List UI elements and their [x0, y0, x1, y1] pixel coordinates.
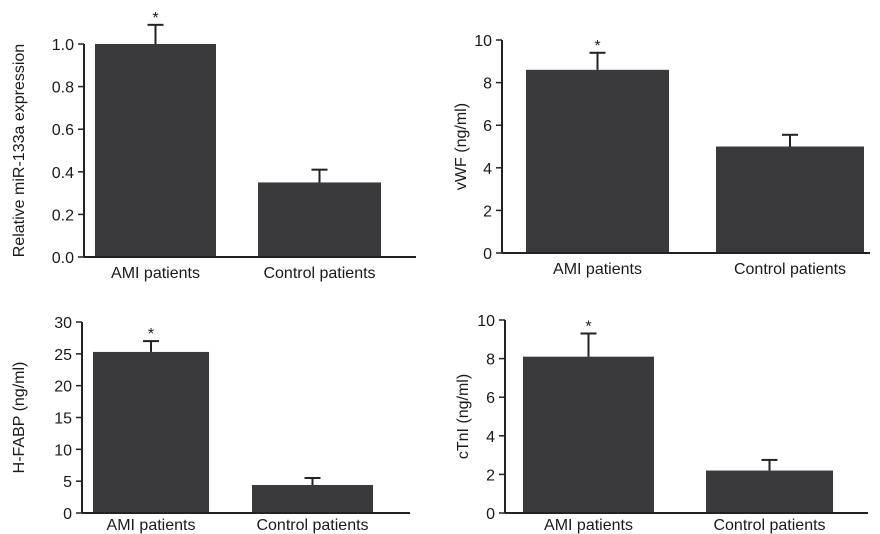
error-bar: [304, 476, 321, 485]
y-tick-label: 1.0: [52, 37, 74, 54]
bar-ami: [523, 356, 654, 513]
x-tick-label: Control patients: [734, 261, 846, 278]
chart-panel-ctni: * AMI patients Control patients 0 2 4 6 8 10 cTnI…: [455, 313, 868, 534]
y-tick-label: 0.6: [52, 122, 74, 139]
error-bar: [761, 458, 778, 471]
y-axis-label: vWF (ng/ml): [453, 103, 470, 190]
y-tick-label: 4: [486, 429, 495, 446]
bar-ami: [95, 44, 216, 257]
y-axis-label: H-FABP (ng/ml): [11, 362, 28, 474]
y-tick-label: 2: [486, 467, 495, 484]
y-tick-label: 0: [486, 506, 495, 523]
x-tick-label: Control patients: [713, 517, 825, 534]
y-tick-label: 30: [54, 315, 72, 332]
error-bar: [782, 133, 798, 147]
y-tick-label: 20: [54, 379, 72, 396]
y-tick-label: 5: [63, 474, 72, 491]
chart-panel-vwf: * AMI patients Control patients 0 2 4 6 8 10 vWF …: [453, 33, 870, 278]
error-bar: [311, 168, 328, 183]
significance-marker: *: [594, 38, 600, 55]
significance-marker: *: [585, 319, 591, 336]
y-tick-label: 10: [474, 33, 492, 50]
x-tick-label: AMI patients: [107, 517, 196, 534]
y-tick-label: 6: [486, 390, 495, 407]
bar-control: [252, 484, 373, 513]
chart-panel-hfabp: * AMI patients Control patients 0 5 10 15 20 25 3…: [11, 315, 410, 534]
y-tick-label: 8: [483, 76, 492, 93]
y-tick-label: 10: [54, 442, 72, 459]
bar-ami: [93, 351, 209, 513]
x-tick-label: AMI patients: [553, 261, 642, 278]
significance-marker: *: [152, 10, 158, 27]
error-bar: [580, 332, 597, 357]
y-tick-label: 25: [54, 347, 72, 364]
y-tick-label: 6: [483, 118, 492, 135]
error-bar: [143, 340, 159, 352]
y-tick-label: 0.8: [52, 80, 74, 97]
bar-control: [716, 146, 864, 253]
bar-control: [706, 470, 833, 513]
error-bar: [589, 51, 606, 70]
error-bar: [147, 23, 164, 44]
x-tick-label: AMI patients: [544, 517, 633, 534]
x-tick-label: Control patients: [263, 265, 375, 282]
bar-control: [258, 182, 381, 257]
y-tick-label: 0: [483, 246, 492, 263]
bar-ami: [526, 69, 669, 253]
y-tick-label: 4: [483, 161, 492, 178]
significance-marker: *: [148, 326, 154, 343]
y-tick-label: 15: [54, 411, 72, 428]
y-axis-label: cTnI (ng/ml): [455, 374, 472, 459]
y-tick-label: 2: [483, 203, 492, 220]
x-tick-label: AMI patients: [111, 265, 200, 282]
chart-panel-mir133a: * AMI patients Control patients 0.0 0.2 0.4 0.…: [11, 10, 416, 282]
x-tick-label: Control patients: [256, 517, 368, 534]
y-tick-label: 0: [63, 506, 72, 523]
y-tick-label: 10: [477, 313, 495, 330]
y-tick-label: 0.4: [52, 165, 74, 182]
y-axis-label: Relative miR-133a expression: [11, 44, 28, 257]
y-tick-label: 0.0: [52, 250, 74, 267]
y-tick-label: 0.2: [52, 207, 74, 224]
y-tick-label: 8: [486, 352, 495, 369]
